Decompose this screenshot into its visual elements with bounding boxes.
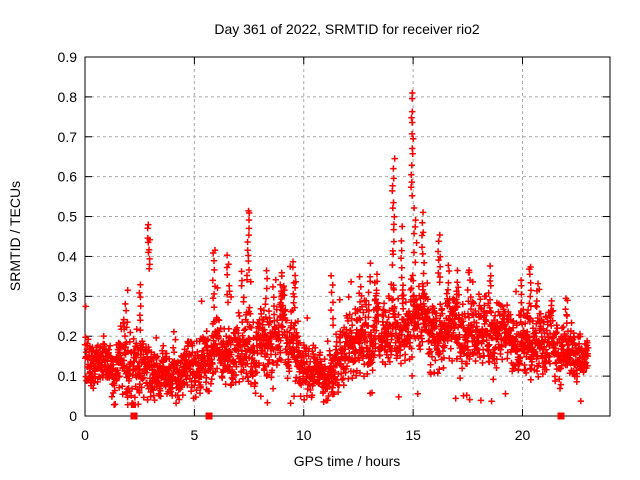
y-tick-label: 0.4 [58, 248, 78, 264]
x-tick-label: 5 [190, 427, 198, 443]
y-tick-label: 0.1 [58, 368, 78, 384]
y-tick-label: 0 [69, 408, 77, 424]
x-tick-label: 20 [515, 427, 531, 443]
scatter-points [81, 89, 592, 420]
chart-title: Day 361 of 2022, SRMTID for receiver rio… [214, 21, 480, 37]
zero-value-square-marker [205, 412, 213, 420]
x-tick-label: 10 [296, 427, 312, 443]
x-tick-label: 0 [81, 427, 89, 443]
y-tick-label: 0.6 [58, 169, 78, 185]
y-tick-label: 0.8 [58, 89, 78, 105]
zero-value-square-marker [557, 412, 565, 420]
y-tick-label: 0.7 [58, 129, 78, 145]
y-tick-label: 0.2 [58, 328, 78, 344]
zero-value-square-marker [130, 412, 138, 420]
y-tick-label: 0.9 [58, 49, 78, 65]
srmtid-plus-markers [81, 89, 592, 408]
axes-and-ticks: 0 5 10 15 20 0 0.1 0.2 0.3 0.4 0.5 0.6 0.7 0.8 0.9 [58, 49, 611, 443]
y-tick-label: 0.3 [58, 288, 78, 304]
y-axis-label: SRMTID / TECUs [7, 181, 23, 291]
y-tick-label: 0.5 [58, 209, 78, 225]
x-axis-label: GPS time / hours [294, 453, 401, 469]
x-tick-label: 15 [405, 427, 421, 443]
